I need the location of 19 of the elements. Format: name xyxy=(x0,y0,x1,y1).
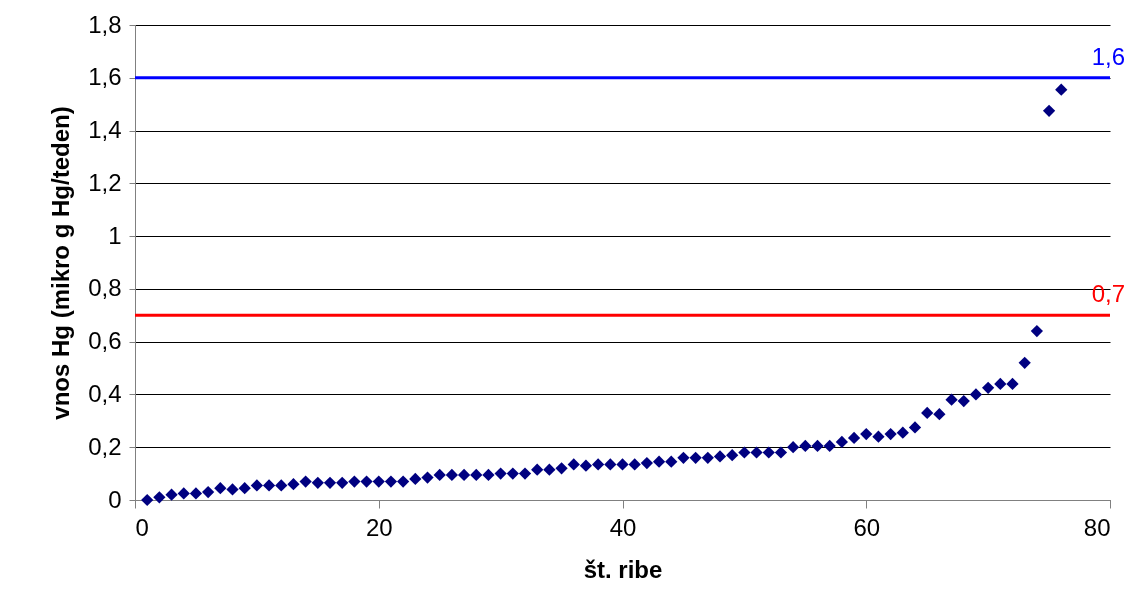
x-tick-label: 20 xyxy=(365,513,393,541)
x-tick-label: 60 xyxy=(853,513,881,541)
x-tick-label: 80 xyxy=(1083,513,1111,541)
x-tick-label: 40 xyxy=(609,513,637,541)
y-tick-label: 0,6 xyxy=(88,327,122,355)
y-tick-label: 1 xyxy=(108,221,122,249)
y-tick-label: 0,2 xyxy=(88,432,122,460)
y-tick-label: 1,8 xyxy=(88,10,122,38)
y-tick-label: 1,4 xyxy=(88,116,122,144)
y-tick-label: 1,6 xyxy=(88,63,122,91)
ref-line-label: 1,6 xyxy=(1091,42,1125,70)
ref-line-label: 0,7 xyxy=(1091,280,1125,308)
y-tick-label: 0,8 xyxy=(88,274,122,302)
y-tick-label: 0,4 xyxy=(88,379,122,407)
y-axis-title: vnos Hg (mikro g Hg/teden) xyxy=(47,106,75,420)
x-tick-label: 0 xyxy=(135,513,149,541)
y-tick-label: 0 xyxy=(108,485,122,513)
x-axis-title: št. ribe xyxy=(583,555,663,583)
y-tick-label: 1,2 xyxy=(88,168,122,196)
